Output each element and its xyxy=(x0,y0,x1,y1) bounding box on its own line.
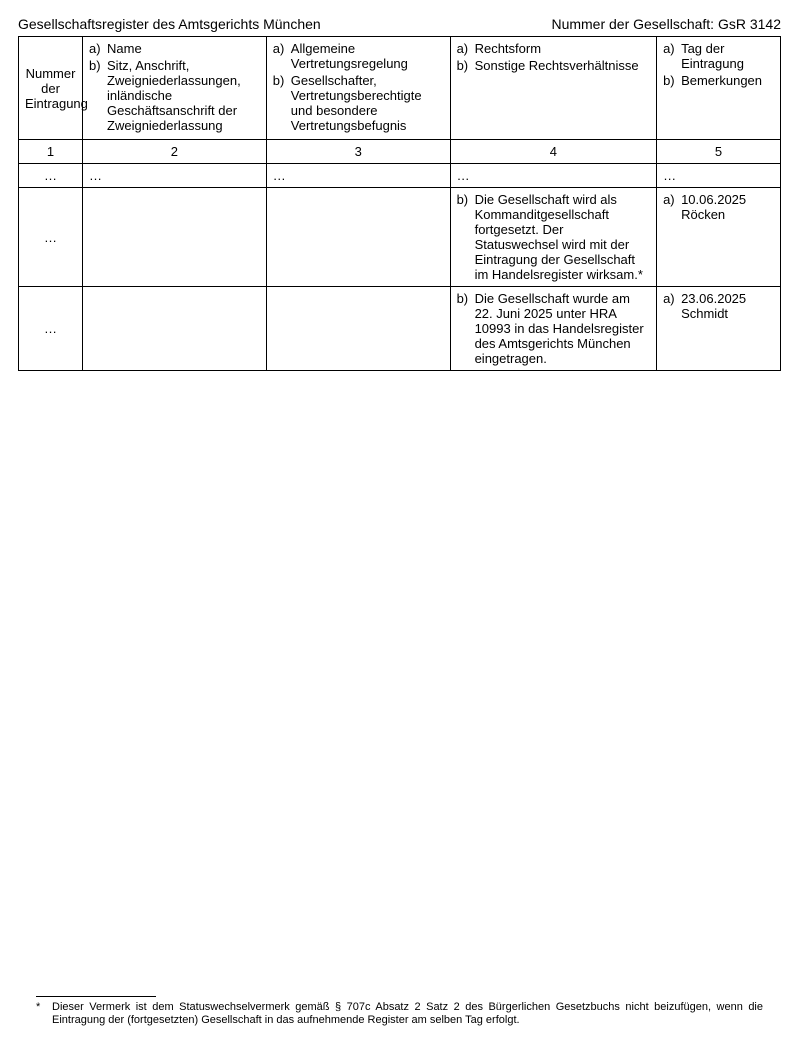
header-row: Gesellschaftsregister des Amtsgerichts M… xyxy=(18,16,781,32)
colnum-5: 5 xyxy=(657,140,781,164)
col4-a: Rechtsform xyxy=(475,41,651,56)
label-b: b) xyxy=(273,73,291,133)
col1-header: Nummer der Eintragung xyxy=(19,37,83,140)
row1-c4: b) Die Gesellschaft wurde am 22. Juni 20… xyxy=(450,287,657,371)
page: Gesellschaftsregister des Amtsgerichts M… xyxy=(18,16,781,1044)
label-b: b) xyxy=(457,291,475,366)
col4-b: Sonstige Rechtsverhältnisse xyxy=(475,58,651,73)
row1-c1: … xyxy=(19,287,83,371)
colnum-3: 3 xyxy=(266,140,450,164)
table-ellipsis-row: … … … … … xyxy=(19,164,781,188)
colnum-4: 4 xyxy=(450,140,657,164)
label-b: b) xyxy=(457,58,475,73)
header-right-value: GsR 3142 xyxy=(718,16,781,32)
cell-ellipsis: … xyxy=(266,164,450,188)
col2-a: Name xyxy=(107,41,260,56)
col3-header: a)Allgemeine Vertretungsregelung b)Gesel… xyxy=(266,37,450,140)
cell-ellipsis: … xyxy=(83,164,267,188)
col5-b: Bemerkungen xyxy=(681,73,774,88)
label-a: a) xyxy=(89,41,107,56)
label-a: a) xyxy=(273,41,291,71)
footnote-star: * xyxy=(36,1001,52,1029)
row0-c4: b) Die Gesellschaft wird als Kommanditge… xyxy=(450,188,657,287)
table-header-row: Nummer der Eintragung a)Name b)Sitz, Ans… xyxy=(19,37,781,140)
col2-b: Sitz, Anschrift, Zweigniederlassungen, i… xyxy=(107,58,260,133)
row1-c4-b: Die Gesellschaft wurde am 22. Juni 2025 … xyxy=(475,291,651,366)
colnum-2: 2 xyxy=(83,140,267,164)
label-b: b) xyxy=(457,192,475,282)
label-a: a) xyxy=(663,41,681,71)
table-row: … b) Die Gesellschaft wird als Kommandit… xyxy=(19,188,781,287)
row0-c5-name: Röcken xyxy=(681,207,774,222)
row0-c5-date: 10.06.2025 xyxy=(681,192,774,207)
cell-ellipsis: … xyxy=(19,164,83,188)
row0-c1: … xyxy=(19,188,83,287)
row1-c5-name: Schmidt xyxy=(681,306,774,321)
col3-b: Gesellschafter, Vertretungsberechtigte u… xyxy=(291,73,444,133)
label-b: b) xyxy=(89,58,107,133)
header-right-label: Nummer der Gesellschaft: xyxy=(551,16,718,32)
row1-c5-date: 23.06.2025 xyxy=(681,291,774,306)
table-colnum-row: 1 2 3 4 5 xyxy=(19,140,781,164)
header-right: Nummer der Gesellschaft: GsR 3142 xyxy=(551,16,781,32)
header-left: Gesellschaftsregister des Amtsgerichts M… xyxy=(18,16,321,32)
row1-c2 xyxy=(83,287,267,371)
colnum-1: 1 xyxy=(19,140,83,164)
row0-c5: a) 10.06.2025 Röcken xyxy=(657,188,781,287)
table-row: … b) Die Gesellschaft wurde am 22. Juni … xyxy=(19,287,781,371)
col5-header: a)Tag der Eintragung b)Bemerkungen xyxy=(657,37,781,140)
register-table: Nummer der Eintragung a)Name b)Sitz, Ans… xyxy=(18,36,781,371)
footnote-area: * Dieser Vermerk ist dem Statuswechselve… xyxy=(36,996,763,1029)
label-a: a) xyxy=(663,192,681,222)
label-a: a) xyxy=(663,291,681,321)
row1-c5: a) 23.06.2025 Schmidt xyxy=(657,287,781,371)
cell-ellipsis: … xyxy=(657,164,781,188)
col2-header: a)Name b)Sitz, Anschrift, Zweigniederlas… xyxy=(83,37,267,140)
col3-a: Allgemeine Vertretungsregelung xyxy=(291,41,444,71)
col4-header: a)Rechtsform b)Sonstige Rechtsverhältnis… xyxy=(450,37,657,140)
footnote-rule xyxy=(36,996,156,997)
footnote: * Dieser Vermerk ist dem Statuswechselve… xyxy=(36,1001,763,1029)
label-b: b) xyxy=(663,73,681,88)
cell-ellipsis: … xyxy=(450,164,657,188)
row0-c2 xyxy=(83,188,267,287)
label-a: a) xyxy=(457,41,475,56)
row1-c3 xyxy=(266,287,450,371)
row0-c3 xyxy=(266,188,450,287)
col5-a: Tag der Eintragung xyxy=(681,41,774,71)
row0-c4-b: Die Gesellschaft wird als Kommanditgesel… xyxy=(475,192,651,282)
footnote-text: Dieser Vermerk ist dem Statuswechselverm… xyxy=(52,1001,763,1029)
